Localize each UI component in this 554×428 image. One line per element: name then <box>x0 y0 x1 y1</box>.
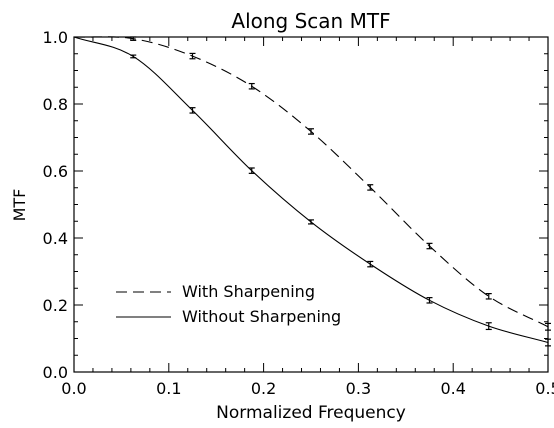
legend-label: Without Sharpening <box>182 307 341 326</box>
legend-label: With Sharpening <box>182 282 315 301</box>
y-tick-label: 0.4 <box>43 229 68 248</box>
x-tick-label: 0.5 <box>535 379 554 398</box>
x-tick-label: 0.4 <box>440 379 465 398</box>
y-tick-label: 0.6 <box>43 162 68 181</box>
plot-area: 0.0 0.1 0.2 0.3 0.4 0.5 0.0 0.2 0.4 0.6 0.8 1.0 With… <box>43 28 554 398</box>
y-tick-label: 0.2 <box>43 296 68 315</box>
x-tick-label: 0.1 <box>156 379 181 398</box>
y-tick-label: 1.0 <box>43 28 68 47</box>
x-tick-label: 0.2 <box>251 379 276 398</box>
y-tick-label: 0.8 <box>43 95 68 114</box>
series-line-with-sharpening <box>73 36 549 328</box>
x-tick-label: 0.3 <box>346 379 371 398</box>
x-axis-label: Normalized Frequency <box>216 403 406 423</box>
y-tick-label: 0.0 <box>43 363 68 382</box>
x-tick-label: 0.0 <box>61 379 86 398</box>
y-axis-label: MTF <box>10 189 29 222</box>
chart-title: Along Scan MTF <box>231 9 390 33</box>
